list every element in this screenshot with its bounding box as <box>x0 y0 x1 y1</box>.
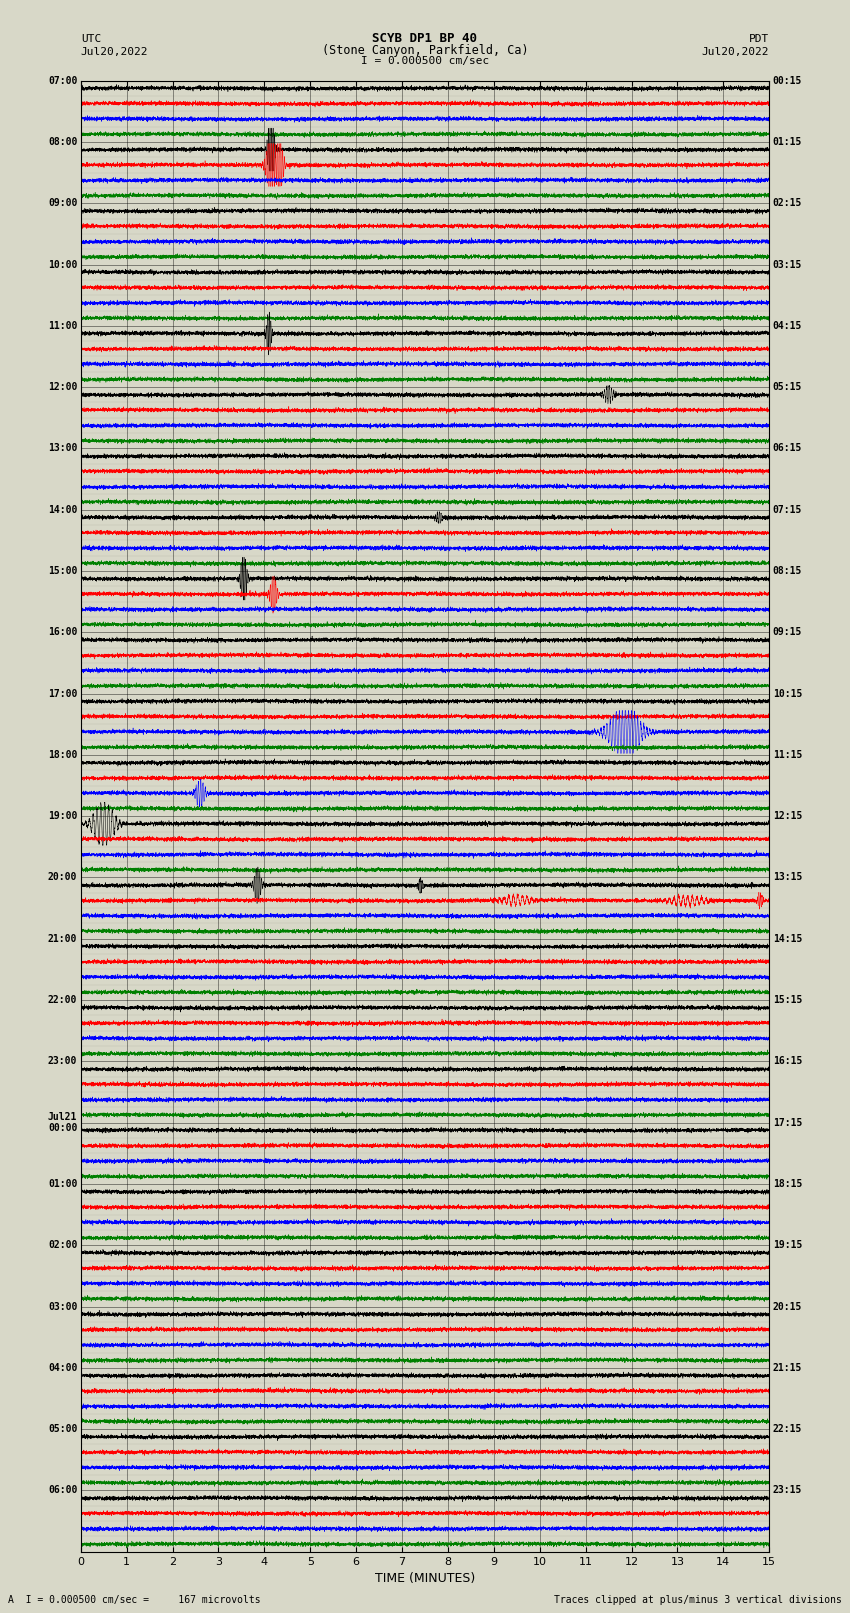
Text: Traces clipped at plus/minus 3 vertical divisions: Traces clipped at plus/minus 3 vertical … <box>553 1595 842 1605</box>
Text: 13:15: 13:15 <box>773 873 802 882</box>
Text: A  I = 0.000500 cm/sec =     167 microvolts: A I = 0.000500 cm/sec = 167 microvolts <box>8 1595 261 1605</box>
Text: 22:00: 22:00 <box>48 995 77 1005</box>
Text: 11:00: 11:00 <box>48 321 77 331</box>
Text: 07:15: 07:15 <box>773 505 802 515</box>
Text: 04:15: 04:15 <box>773 321 802 331</box>
Text: (Stone Canyon, Parkfield, Ca): (Stone Canyon, Parkfield, Ca) <box>321 44 529 56</box>
Text: 05:00: 05:00 <box>48 1424 77 1434</box>
Text: 08:00: 08:00 <box>48 137 77 147</box>
Text: 23:15: 23:15 <box>773 1486 802 1495</box>
Text: 06:15: 06:15 <box>773 444 802 453</box>
Text: 20:00: 20:00 <box>48 873 77 882</box>
Text: 13:00: 13:00 <box>48 444 77 453</box>
Text: 03:15: 03:15 <box>773 260 802 269</box>
Text: 05:15: 05:15 <box>773 382 802 392</box>
Text: 09:15: 09:15 <box>773 627 802 637</box>
Text: 19:15: 19:15 <box>773 1240 802 1250</box>
Text: 19:00: 19:00 <box>48 811 77 821</box>
Text: 07:00: 07:00 <box>48 76 77 85</box>
Text: 08:15: 08:15 <box>773 566 802 576</box>
Text: 09:00: 09:00 <box>48 198 77 208</box>
Text: 01:00: 01:00 <box>48 1179 77 1189</box>
Text: 00:15: 00:15 <box>773 76 802 85</box>
Text: 22:15: 22:15 <box>773 1424 802 1434</box>
Text: UTC: UTC <box>81 34 101 44</box>
Text: 14:15: 14:15 <box>773 934 802 944</box>
X-axis label: TIME (MINUTES): TIME (MINUTES) <box>375 1573 475 1586</box>
Text: Jul20,2022: Jul20,2022 <box>81 47 148 56</box>
Text: 10:00: 10:00 <box>48 260 77 269</box>
Text: 06:00: 06:00 <box>48 1486 77 1495</box>
Text: 17:00: 17:00 <box>48 689 77 698</box>
Text: 18:00: 18:00 <box>48 750 77 760</box>
Text: PDT: PDT <box>749 34 769 44</box>
Text: 21:15: 21:15 <box>773 1363 802 1373</box>
Text: 01:15: 01:15 <box>773 137 802 147</box>
Text: Jul21
00:00: Jul21 00:00 <box>48 1111 77 1134</box>
Text: 23:00: 23:00 <box>48 1057 77 1066</box>
Text: 15:15: 15:15 <box>773 995 802 1005</box>
Text: 04:00: 04:00 <box>48 1363 77 1373</box>
Text: 02:15: 02:15 <box>773 198 802 208</box>
Text: 16:15: 16:15 <box>773 1057 802 1066</box>
Text: 12:00: 12:00 <box>48 382 77 392</box>
Text: 03:00: 03:00 <box>48 1302 77 1311</box>
Text: 16:00: 16:00 <box>48 627 77 637</box>
Text: SCYB DP1 BP 40: SCYB DP1 BP 40 <box>372 32 478 45</box>
Text: 11:15: 11:15 <box>773 750 802 760</box>
Text: I = 0.000500 cm/sec: I = 0.000500 cm/sec <box>361 56 489 66</box>
Text: 15:00: 15:00 <box>48 566 77 576</box>
Text: 21:00: 21:00 <box>48 934 77 944</box>
Text: 18:15: 18:15 <box>773 1179 802 1189</box>
Text: 10:15: 10:15 <box>773 689 802 698</box>
Text: 12:15: 12:15 <box>773 811 802 821</box>
Text: 14:00: 14:00 <box>48 505 77 515</box>
Text: 20:15: 20:15 <box>773 1302 802 1311</box>
Text: Jul20,2022: Jul20,2022 <box>702 47 769 56</box>
Text: 17:15: 17:15 <box>773 1118 802 1127</box>
Text: 02:00: 02:00 <box>48 1240 77 1250</box>
